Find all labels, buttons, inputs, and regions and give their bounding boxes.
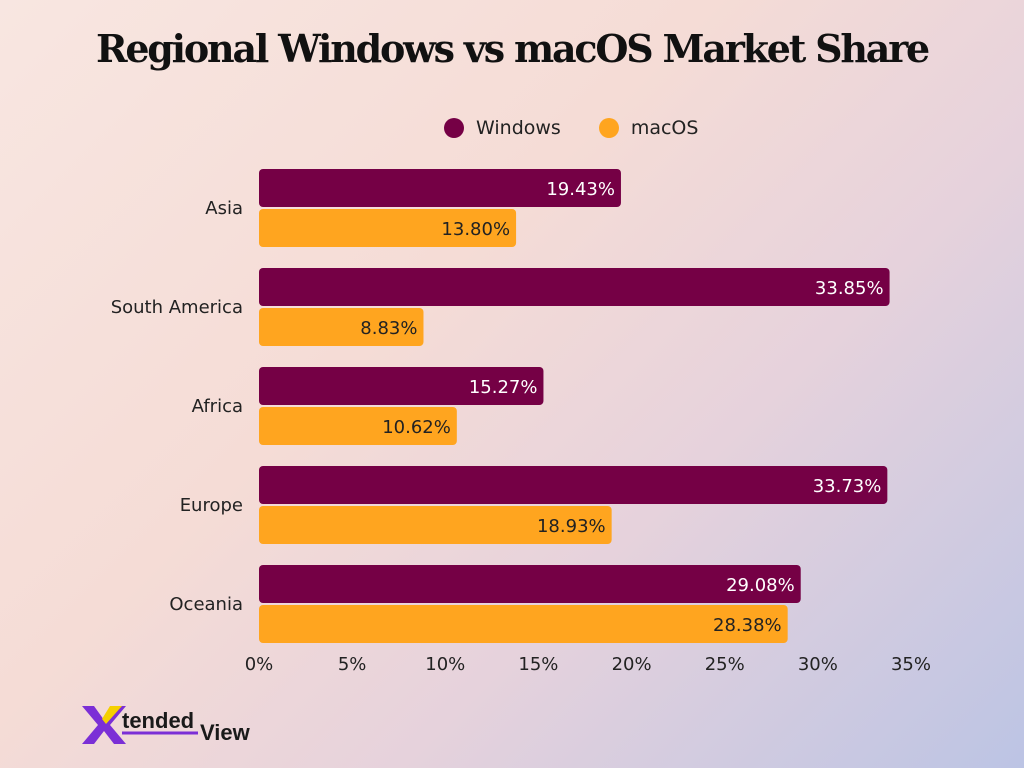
data-label-macos-asia: 13.80% xyxy=(441,219,510,240)
x-tick-label-5: 5% xyxy=(338,654,367,675)
legend-swatch-macos xyxy=(598,118,619,138)
category-label-europe: Europe xyxy=(180,495,243,516)
data-label-windows-europe: 33.73% xyxy=(813,476,882,497)
x-tick-label-30: 30% xyxy=(798,654,838,675)
x-tick-label-10: 10% xyxy=(425,654,465,675)
data-label-windows-africa: 15.27% xyxy=(469,377,538,398)
bar-macos-oceania xyxy=(259,605,788,643)
bar-macos-asia xyxy=(259,209,517,247)
legend-label-windows: Windows xyxy=(476,117,561,139)
logo-text-view: View xyxy=(200,720,251,745)
x-tick-label-0: 0% xyxy=(245,654,274,675)
bar-windows-europe xyxy=(259,466,888,504)
category-label-africa: Africa xyxy=(192,396,243,417)
legend-label-macos: macOS xyxy=(630,117,699,139)
logo-text-tended: tended xyxy=(122,708,194,733)
x-tick-label-25: 25% xyxy=(705,654,745,675)
data-label-macos-south-america: 8.83% xyxy=(360,318,417,339)
x-tick-label-35: 35% xyxy=(891,654,931,675)
bar-macos-europe xyxy=(259,506,612,544)
legend-item-macos: macOS xyxy=(598,117,699,139)
bar-macos-south-america xyxy=(259,308,424,346)
bar-windows-oceania xyxy=(259,565,801,603)
data-label-windows-south-america: 33.85% xyxy=(815,278,884,299)
logo-x-mark xyxy=(82,706,126,744)
data-label-windows-asia: 19.43% xyxy=(546,179,615,200)
data-label-macos-europe: 18.93% xyxy=(537,516,606,537)
x-tick-label-15: 15% xyxy=(518,654,558,675)
x-tick-label-20: 20% xyxy=(612,654,652,675)
bar-chart: Asia 19.43% 13.80% South America 33.85% 8.83%… xyxy=(111,169,931,675)
category-label-south-america: South America xyxy=(111,297,243,318)
bar-macos-africa xyxy=(259,407,457,445)
legend: Windows macOS xyxy=(444,117,736,139)
data-label-windows-oceania: 29.08% xyxy=(726,575,795,596)
chart-title: Regional Windows vs macOS Market Share xyxy=(95,26,930,71)
category-label-asia: Asia xyxy=(205,198,243,219)
legend-item-windows: Windows xyxy=(444,117,561,139)
legend-swatch-windows xyxy=(444,118,464,138)
bar-windows-asia xyxy=(259,169,621,207)
xtendedview-logo: tended View xyxy=(82,706,251,745)
data-label-macos-oceania: 28.38% xyxy=(713,615,782,636)
bar-windows-south-america xyxy=(259,268,890,306)
data-label-macos-africa: 10.62% xyxy=(382,417,451,438)
bar-windows-africa xyxy=(259,367,544,405)
category-label-oceania: Oceania xyxy=(169,594,243,615)
